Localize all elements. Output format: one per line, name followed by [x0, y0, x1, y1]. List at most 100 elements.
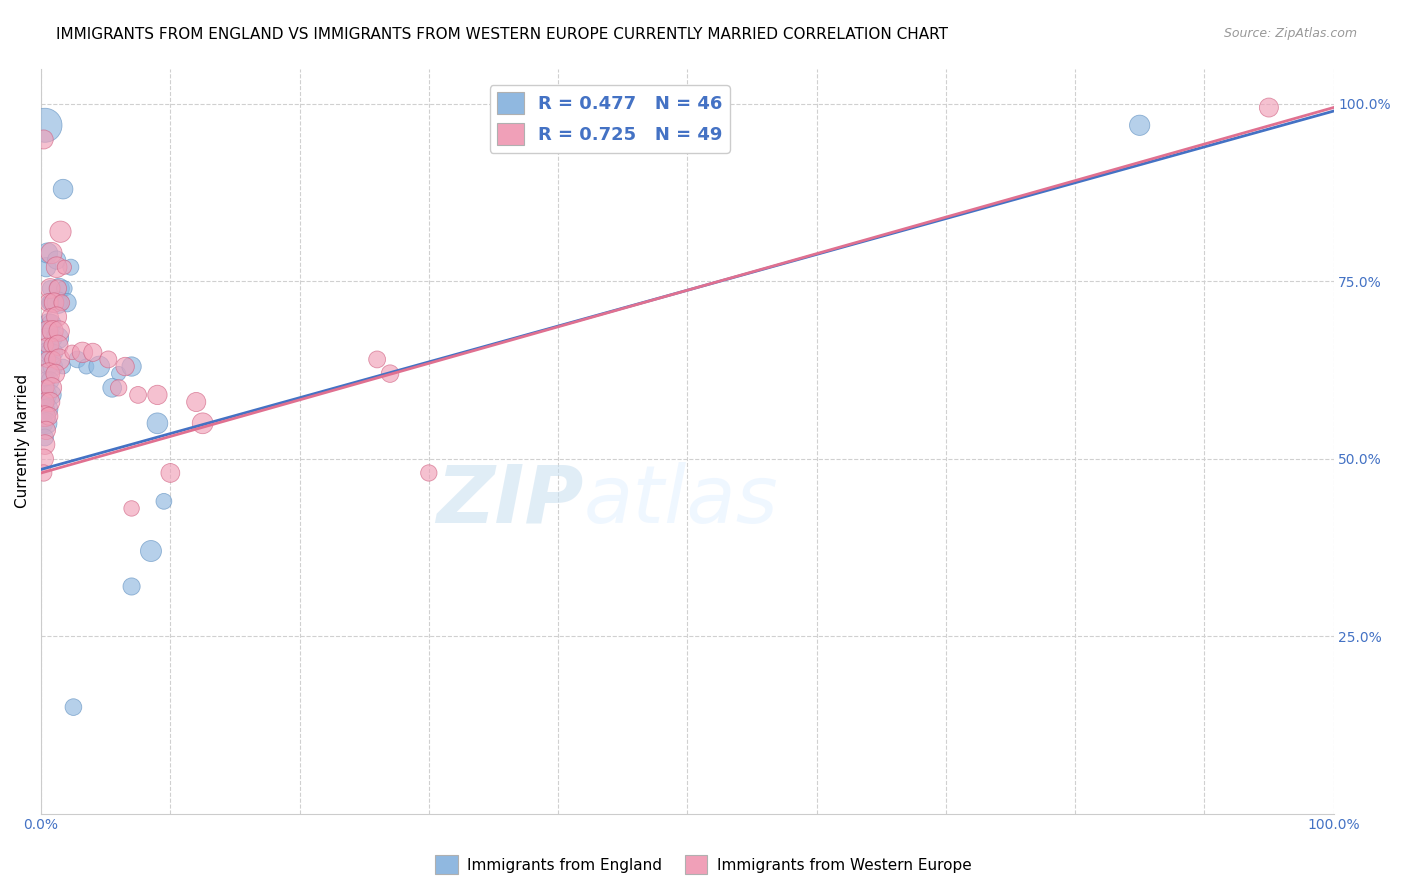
Point	[66, 352, 89, 367]
Point	[44, 345, 66, 359]
Point	[42, 324, 65, 338]
Point	[159, 466, 181, 480]
Point	[49, 225, 72, 239]
Point	[34, 430, 56, 444]
Point	[139, 544, 162, 558]
Point	[32, 466, 55, 480]
Point	[35, 374, 58, 388]
Point	[39, 345, 62, 359]
Point	[46, 281, 69, 295]
Point	[39, 395, 62, 409]
Point	[97, 352, 120, 367]
Point	[56, 295, 79, 310]
Text: ZIP: ZIP	[436, 462, 583, 540]
Point	[35, 331, 58, 345]
Point	[101, 381, 124, 395]
Point	[38, 295, 60, 310]
Point	[366, 352, 388, 367]
Point	[146, 417, 169, 431]
Point	[121, 579, 143, 593]
Text: Source: ZipAtlas.com: Source: ZipAtlas.com	[1223, 27, 1357, 40]
Point	[59, 260, 82, 275]
Point	[107, 381, 129, 395]
Point	[38, 317, 60, 331]
Point	[46, 295, 69, 310]
Point	[41, 317, 63, 331]
Point	[107, 367, 129, 381]
Text: IMMIGRANTS FROM ENGLAND VS IMMIGRANTS FROM WESTERN EUROPE CURRENTLY MARRIED CORR: IMMIGRANTS FROM ENGLAND VS IMMIGRANTS FR…	[56, 27, 948, 42]
Point	[46, 331, 69, 345]
Point	[38, 409, 60, 424]
Point	[38, 367, 60, 381]
Point	[35, 260, 58, 275]
Text: atlas: atlas	[583, 462, 779, 540]
Point	[378, 367, 401, 381]
Point	[35, 338, 58, 352]
Point	[121, 359, 143, 374]
Point	[41, 381, 63, 395]
Point	[34, 409, 56, 424]
Point	[1129, 118, 1152, 132]
Point	[53, 260, 76, 275]
Point	[34, 118, 56, 132]
Legend: Immigrants from England, Immigrants from Western Europe: Immigrants from England, Immigrants from…	[429, 849, 977, 880]
Point	[62, 700, 84, 714]
Point	[37, 402, 59, 417]
Point	[121, 501, 143, 516]
Point	[34, 437, 56, 451]
Point	[52, 359, 75, 374]
Legend: R = 0.477   N = 46, R = 0.725   N = 49: R = 0.477 N = 46, R = 0.725 N = 49	[489, 85, 730, 153]
Point	[39, 374, 62, 388]
Point	[39, 281, 62, 295]
Point	[37, 345, 59, 359]
Point	[39, 310, 62, 324]
Point	[146, 388, 169, 402]
Point	[82, 345, 104, 359]
Point	[35, 417, 58, 431]
Point	[38, 359, 60, 374]
Point	[153, 494, 176, 508]
Point	[41, 338, 63, 352]
Point	[191, 417, 214, 431]
Point	[45, 310, 67, 324]
Point	[52, 182, 75, 196]
Point	[89, 359, 111, 374]
Point	[48, 281, 70, 295]
Point	[46, 338, 69, 352]
Point	[34, 395, 56, 409]
Point	[45, 260, 67, 275]
Point	[53, 281, 76, 295]
Point	[48, 324, 70, 338]
Point	[42, 331, 65, 345]
Point	[42, 295, 65, 310]
Point	[38, 295, 60, 310]
Point	[1257, 101, 1279, 115]
Point	[37, 388, 59, 402]
Point	[39, 281, 62, 295]
Point	[60, 345, 83, 359]
Y-axis label: Currently Married: Currently Married	[15, 374, 30, 508]
Point	[45, 253, 67, 268]
Point	[42, 352, 65, 367]
Point	[34, 402, 56, 417]
Point	[35, 423, 58, 437]
Point	[127, 388, 149, 402]
Point	[42, 359, 65, 374]
Point	[49, 295, 72, 310]
Point	[44, 367, 66, 381]
Point	[114, 359, 136, 374]
Point	[42, 295, 65, 310]
Point	[75, 359, 97, 374]
Point	[48, 352, 70, 367]
Point	[32, 417, 55, 431]
Point	[35, 381, 58, 395]
Point	[41, 388, 63, 402]
Point	[37, 352, 59, 367]
Point	[41, 246, 63, 260]
Point	[37, 246, 59, 260]
Point	[34, 388, 56, 402]
Point	[186, 395, 208, 409]
Point	[72, 345, 94, 359]
Point	[37, 324, 59, 338]
Point	[32, 451, 55, 466]
